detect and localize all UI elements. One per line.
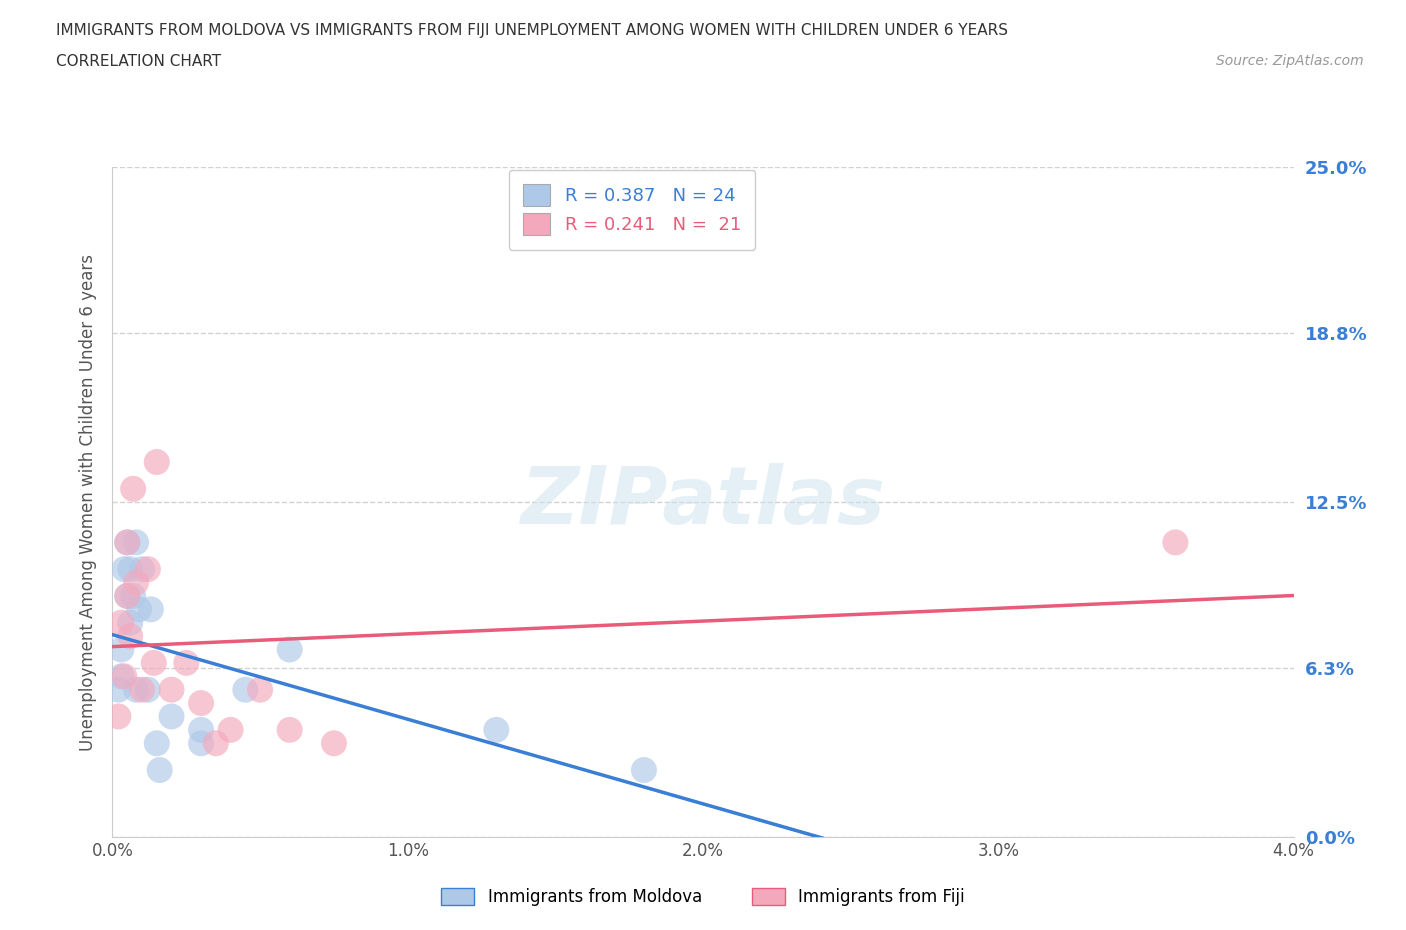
Point	[278, 642, 301, 657]
Point	[112, 669, 135, 684]
Point	[190, 736, 212, 751]
Point	[1164, 535, 1187, 550]
Point	[136, 683, 159, 698]
Y-axis label: Unemployment Among Women with Children Under 6 years: Unemployment Among Women with Children U…	[79, 254, 97, 751]
Point	[122, 589, 145, 604]
Text: Source: ZipAtlas.com: Source: ZipAtlas.com	[1216, 54, 1364, 68]
Point	[146, 736, 169, 751]
Point	[149, 763, 172, 777]
Point	[112, 562, 135, 577]
Point	[174, 656, 197, 671]
Point	[190, 723, 212, 737]
Point	[120, 629, 142, 644]
Point	[110, 616, 132, 631]
Point	[128, 602, 150, 617]
Point	[117, 535, 138, 550]
Text: IMMIGRANTS FROM MOLDOVA VS IMMIGRANTS FROM FIJI UNEMPLOYMENT AMONG WOMEN WITH CH: IMMIGRANTS FROM MOLDOVA VS IMMIGRANTS FR…	[56, 23, 1008, 38]
Point	[122, 482, 145, 497]
Point	[117, 589, 138, 604]
Point	[107, 683, 129, 698]
Point	[139, 602, 162, 617]
Legend: R = 0.387   N = 24, R = 0.241   N =  21: R = 0.387 N = 24, R = 0.241 N = 21	[509, 170, 755, 250]
Point	[160, 709, 183, 724]
Point	[160, 683, 183, 698]
Text: CORRELATION CHART: CORRELATION CHART	[56, 54, 221, 69]
Point	[485, 723, 508, 737]
Text: ZIPatlas: ZIPatlas	[520, 463, 886, 541]
Point	[117, 535, 138, 550]
Point	[131, 562, 153, 577]
Point	[120, 562, 142, 577]
Point	[136, 562, 159, 577]
Point	[120, 616, 142, 631]
Point	[205, 736, 228, 751]
Point	[110, 642, 132, 657]
Point	[125, 575, 148, 590]
Point	[190, 696, 212, 711]
Point	[142, 656, 165, 671]
Point	[131, 683, 153, 698]
Point	[233, 683, 256, 698]
Point	[107, 709, 129, 724]
Point	[125, 683, 148, 698]
Point	[125, 535, 148, 550]
Point	[633, 763, 655, 777]
Point	[249, 683, 271, 698]
Point	[323, 736, 346, 751]
Point	[146, 455, 169, 470]
Point	[110, 669, 132, 684]
Point	[219, 723, 242, 737]
Point	[117, 589, 138, 604]
Point	[278, 723, 301, 737]
Legend: Immigrants from Moldova, Immigrants from Fiji: Immigrants from Moldova, Immigrants from…	[434, 881, 972, 912]
